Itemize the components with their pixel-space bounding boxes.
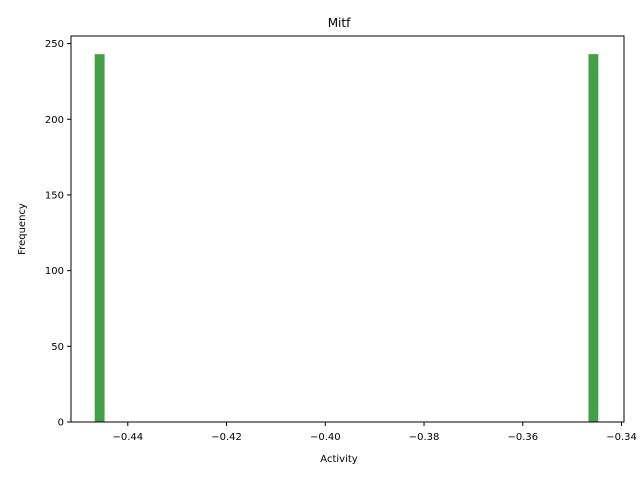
y-tick-label-2: 50 xyxy=(51,342,64,353)
y-axis-label: Frequency xyxy=(17,203,28,255)
y-tick-label-6: 250 xyxy=(45,39,64,50)
y-tick-label-3: 100 xyxy=(45,266,64,277)
x-tick-label-4: −0.38 xyxy=(409,432,440,443)
x-axis: −0.44 −0.42 −0.40 −0.38 −0.36 −0.34 xyxy=(112,422,637,443)
x-tick-label-5: −0.36 xyxy=(507,432,538,443)
bars-group xyxy=(94,54,599,423)
y-tick-label-5: 200 xyxy=(45,115,64,126)
histogram-bar-2 xyxy=(588,54,599,423)
x-tick-label-1: −0.44 xyxy=(112,432,143,443)
y-tick-label-1: 0 xyxy=(58,418,64,429)
plot-frame xyxy=(70,35,625,423)
x-axis-label: Activity xyxy=(320,454,357,465)
x-tick-label-3: −0.40 xyxy=(310,432,341,443)
x-tick-label-2: −0.42 xyxy=(211,432,242,443)
y-tick-label-4: 150 xyxy=(45,190,64,201)
y-axis: 0 50 100 150 200 250 xyxy=(45,39,71,429)
histogram-bar-1 xyxy=(94,54,105,423)
x-tick-label-6: −0.34 xyxy=(606,432,637,443)
chart-title: Mitf xyxy=(328,16,351,30)
